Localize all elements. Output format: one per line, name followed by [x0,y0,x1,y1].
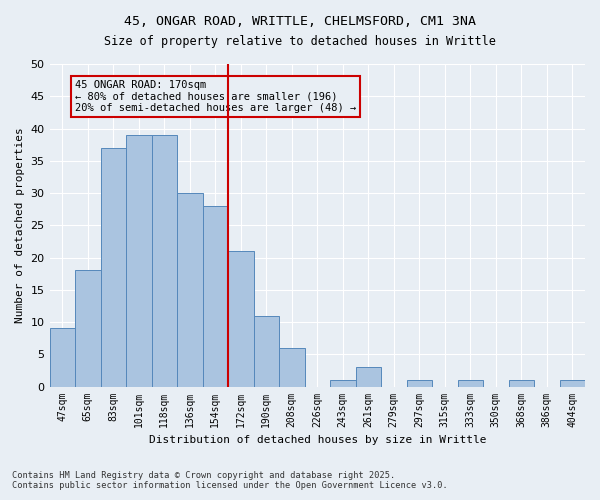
Bar [228,251,254,386]
Text: 45 ONGAR ROAD: 170sqm
← 80% of detached houses are smaller (196)
20% of semi-det: 45 ONGAR ROAD: 170sqm ← 80% of detached … [75,80,356,114]
Bar [126,135,152,386]
Y-axis label: Number of detached properties: Number of detached properties [15,128,25,323]
Bar [279,348,305,387]
Bar [177,193,203,386]
Bar [75,270,101,386]
Text: Contains HM Land Registry data © Crown copyright and database right 2025.
Contai: Contains HM Land Registry data © Crown c… [12,470,448,490]
Text: 45, ONGAR ROAD, WRITTLE, CHELMSFORD, CM1 3NA: 45, ONGAR ROAD, WRITTLE, CHELMSFORD, CM1… [124,15,476,28]
Bar [356,367,381,386]
Bar [254,316,279,386]
Bar [560,380,585,386]
Bar [407,380,432,386]
Bar [50,328,75,386]
Bar [330,380,356,386]
Bar [152,135,177,386]
Bar [509,380,534,386]
Bar [101,148,126,386]
Text: Size of property relative to detached houses in Writtle: Size of property relative to detached ho… [104,35,496,48]
X-axis label: Distribution of detached houses by size in Writtle: Distribution of detached houses by size … [149,435,486,445]
Bar [458,380,483,386]
Bar [203,206,228,386]
